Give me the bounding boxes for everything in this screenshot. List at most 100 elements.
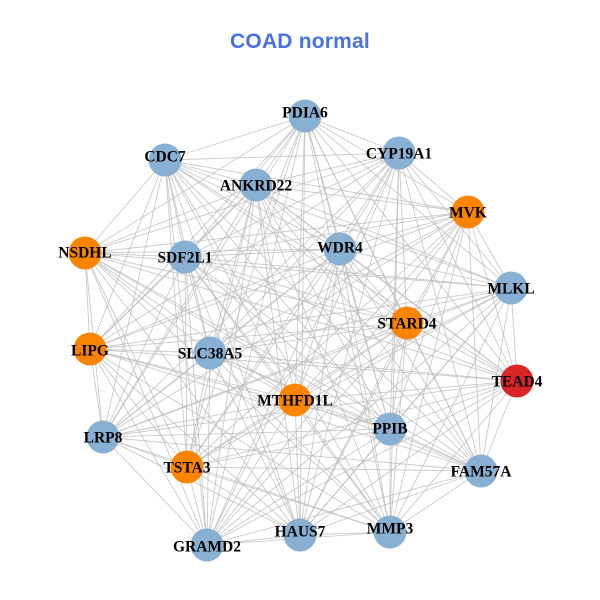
node-label-SDF2L1: SDF2L1 bbox=[157, 250, 212, 267]
edge bbox=[84, 252, 391, 533]
edge bbox=[299, 248, 341, 536]
node-TSTA3 bbox=[170, 450, 204, 484]
edge bbox=[102, 287, 512, 438]
node-label-MVK: MVK bbox=[449, 205, 487, 222]
edge bbox=[89, 348, 391, 533]
edge bbox=[255, 184, 301, 536]
node-PPIB bbox=[373, 412, 407, 446]
edge bbox=[84, 211, 469, 254]
edge bbox=[184, 256, 296, 401]
node-GRAMD2 bbox=[190, 528, 224, 562]
edge bbox=[206, 115, 306, 546]
node-HAUS7 bbox=[283, 518, 317, 552]
edge bbox=[102, 436, 482, 472]
edge bbox=[299, 322, 408, 536]
node-label-MLKL: MLKL bbox=[487, 281, 534, 298]
edge bbox=[299, 152, 400, 536]
edge bbox=[339, 248, 482, 472]
edge bbox=[294, 211, 469, 401]
node-label-GRAMD2: GRAMD2 bbox=[173, 539, 241, 556]
edge bbox=[389, 211, 469, 430]
edge bbox=[209, 322, 408, 354]
edge bbox=[206, 322, 408, 546]
edge bbox=[164, 159, 408, 324]
edge bbox=[406, 322, 518, 382]
edge bbox=[102, 428, 391, 438]
edge bbox=[186, 287, 512, 468]
node-LIPG bbox=[73, 332, 107, 366]
edge bbox=[304, 115, 400, 154]
edge bbox=[89, 348, 296, 401]
node-label-ANKRD22: ANKRD22 bbox=[220, 178, 293, 195]
edge bbox=[339, 152, 400, 250]
edge bbox=[406, 287, 512, 324]
edge bbox=[102, 399, 296, 438]
edge bbox=[102, 152, 400, 438]
edge bbox=[102, 436, 391, 533]
node-label-LRP8: LRP8 bbox=[84, 430, 123, 447]
edge bbox=[255, 184, 391, 533]
edge bbox=[84, 252, 512, 289]
edge bbox=[209, 211, 469, 354]
edge bbox=[467, 211, 518, 382]
edge bbox=[186, 466, 482, 472]
edge bbox=[184, 256, 408, 324]
edge bbox=[84, 252, 186, 258]
node-label-CYP19A1: CYP19A1 bbox=[366, 146, 432, 163]
edge bbox=[406, 322, 482, 472]
node-FAM57A bbox=[464, 454, 498, 488]
nodes bbox=[68, 99, 534, 562]
edge bbox=[89, 256, 186, 350]
edge bbox=[206, 428, 391, 546]
edge bbox=[184, 256, 391, 430]
edge bbox=[206, 248, 341, 546]
edge bbox=[164, 159, 188, 468]
edge bbox=[206, 399, 296, 546]
edge bbox=[84, 115, 306, 254]
edge bbox=[184, 256, 301, 536]
edge bbox=[304, 115, 469, 213]
node-label-WDR4: WDR4 bbox=[317, 240, 363, 257]
edge bbox=[209, 352, 482, 472]
edge bbox=[294, 399, 391, 430]
node-CDC7 bbox=[148, 143, 182, 177]
edge bbox=[304, 115, 518, 382]
edge bbox=[89, 248, 341, 350]
edge bbox=[186, 352, 211, 468]
edge bbox=[164, 159, 391, 533]
edge bbox=[209, 352, 301, 536]
node-PDIA6 bbox=[288, 99, 322, 133]
edge bbox=[184, 152, 400, 258]
edge bbox=[406, 211, 469, 324]
edge bbox=[186, 115, 306, 468]
edge bbox=[102, 352, 211, 438]
edge bbox=[209, 184, 257, 354]
edge bbox=[186, 380, 518, 468]
edge bbox=[294, 287, 512, 401]
edge bbox=[206, 211, 469, 546]
edge bbox=[102, 184, 257, 438]
edge bbox=[209, 152, 400, 354]
node-label-TEAD4: TEAD4 bbox=[492, 374, 543, 391]
edge bbox=[294, 322, 408, 401]
edge bbox=[294, 399, 391, 533]
edge bbox=[84, 159, 166, 254]
node-NSDHL bbox=[68, 236, 102, 270]
node-MLKL bbox=[494, 271, 528, 305]
edge bbox=[164, 115, 306, 161]
edge bbox=[339, 248, 512, 289]
node-MTHFD1L bbox=[278, 383, 312, 417]
edge bbox=[184, 256, 512, 289]
edge bbox=[164, 159, 301, 536]
edge bbox=[89, 348, 518, 382]
edge bbox=[84, 248, 341, 254]
edge bbox=[467, 211, 482, 472]
edge bbox=[186, 466, 301, 536]
edge bbox=[209, 287, 512, 354]
edge bbox=[84, 252, 518, 382]
edge bbox=[89, 322, 408, 350]
edge bbox=[102, 211, 469, 438]
edge bbox=[102, 436, 208, 546]
